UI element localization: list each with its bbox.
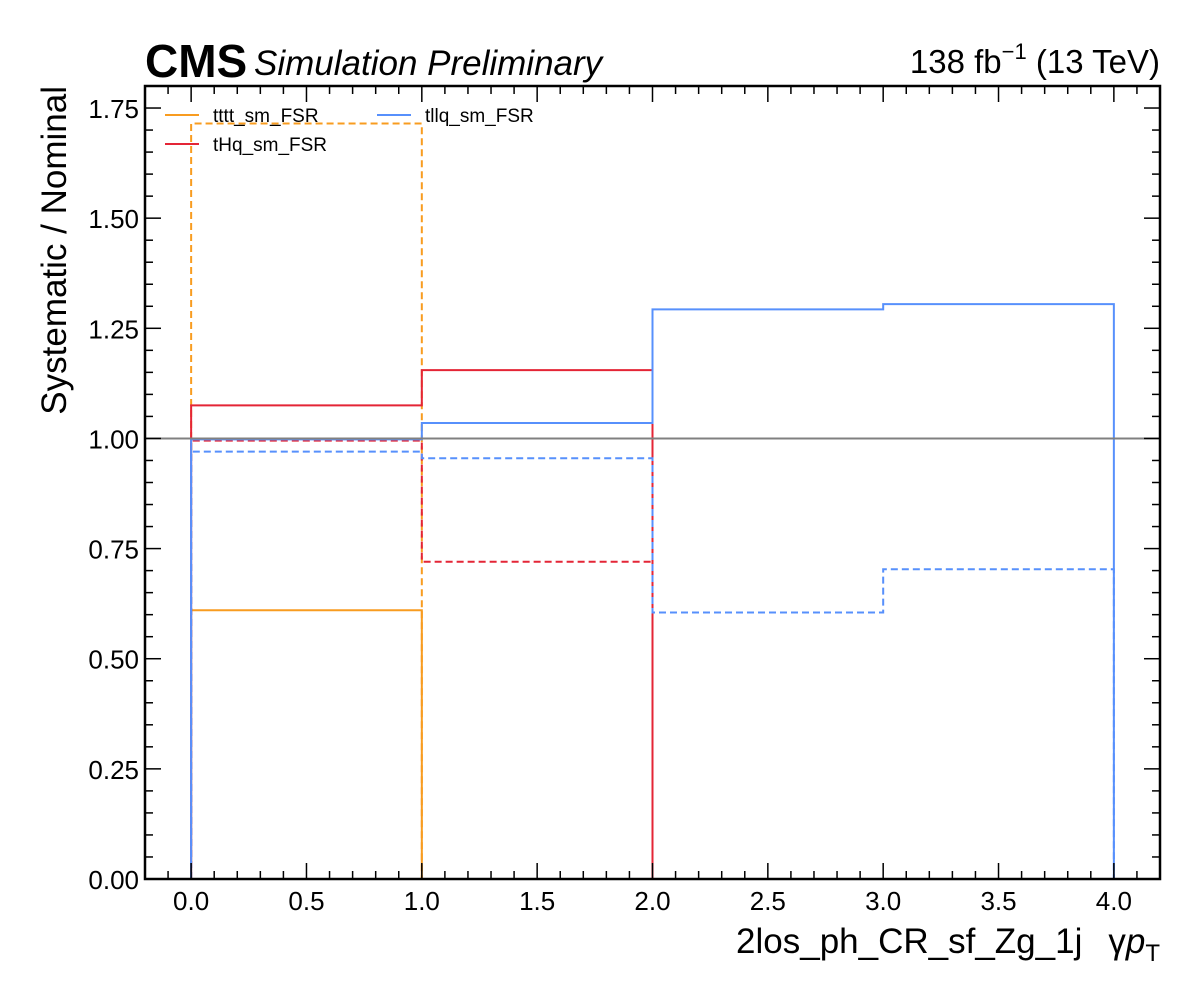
plot-data-group xyxy=(190,122,1115,879)
x-tick-label: 0.0 xyxy=(173,886,209,916)
y-tick-label: 1.25 xyxy=(88,314,139,344)
series-tttt-sm-fsr-down xyxy=(190,122,423,879)
x-tick-label: 3.5 xyxy=(980,886,1016,916)
legend-label: tttt_sm_FSR xyxy=(213,106,319,127)
legend-label: tllq_sm_FSR xyxy=(425,106,534,127)
luminosity-label: 138 fb−1 (13 TeV) xyxy=(910,39,1160,80)
y-tick-label: 0.00 xyxy=(88,865,139,895)
x-axis-label: 2los_ph_CR_sf_Zg_1j γpT xyxy=(736,922,1160,967)
ticks-group xyxy=(144,85,1161,880)
x-tick-label: 4.0 xyxy=(1096,886,1132,916)
y-tick-label: 0.75 xyxy=(88,535,139,565)
x-tick-label: 0.5 xyxy=(288,886,324,916)
legend: tttt_sm_FSR tHq_sm_FSR tllq_sm_FSR xyxy=(165,106,534,156)
x-tick-label: 2.0 xyxy=(634,886,670,916)
y-tick-label: 0.25 xyxy=(88,755,139,785)
lumi-value: 138 fb xyxy=(910,43,1002,80)
x-axis-label-sub: T xyxy=(1145,940,1160,967)
x-tick-label: 1.0 xyxy=(404,886,440,916)
legend-label: tHq_sm_FSR xyxy=(213,135,327,156)
series-tllq-sm-fsr-down xyxy=(190,450,1115,879)
y-tick-label: 1.00 xyxy=(88,424,139,454)
cms-label: CMS xyxy=(145,35,247,87)
x-tick-label: 2.5 xyxy=(750,886,786,916)
series-tttt-sm-fsr-up xyxy=(190,609,423,879)
x-axis-label-main: 2los_ph_CR_sf_Zg_1j xyxy=(736,922,1082,961)
x-tick-label: 1.5 xyxy=(519,886,555,916)
y-tick-label: 1.75 xyxy=(88,94,139,124)
y-axis-label: Systematic / Nominal xyxy=(35,86,74,415)
tick-labels-group: 0.0 0.5 1.0 1.5 2.0 2.5 3.0 3.5 4.0 0.00 0.25 0.50 0… xyxy=(88,94,1132,916)
x-axis-label-p: p xyxy=(1125,922,1145,961)
plot-frame xyxy=(143,84,1162,881)
simulation-preliminary-label: Simulation Preliminary xyxy=(254,44,605,83)
lumi-exponent: −1 xyxy=(1002,39,1027,64)
x-tick-label: 3.0 xyxy=(865,886,901,916)
y-tick-label: 1.50 xyxy=(88,204,139,234)
lumi-energy: (13 TeV) xyxy=(1027,43,1160,80)
y-tick-label: 0.50 xyxy=(88,645,139,675)
x-axis-label-gamma: γ xyxy=(1108,922,1126,961)
